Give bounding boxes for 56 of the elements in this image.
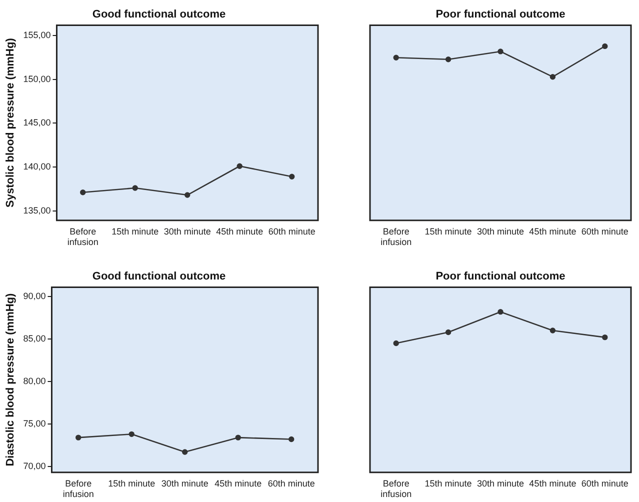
x-tick-label: 15th minute bbox=[424, 226, 472, 236]
x-tick-label: Before infusion bbox=[62, 478, 94, 500]
point bbox=[80, 190, 86, 196]
chart-title: Good functional outcome bbox=[92, 270, 226, 283]
x-tick-label: Before infusion bbox=[67, 226, 98, 248]
x-tick-label: 15th minute bbox=[112, 226, 159, 236]
chart-title: Poor functional outcome bbox=[436, 8, 566, 21]
point bbox=[128, 431, 134, 438]
point bbox=[393, 340, 399, 346]
y-tick-label: 155,00 bbox=[23, 30, 51, 40]
x-tick-label: 15th minute bbox=[108, 478, 156, 488]
point bbox=[182, 449, 188, 455]
point bbox=[445, 329, 452, 336]
y-axis-title: Diastolic blood pressure (mmHg) bbox=[4, 292, 17, 466]
point bbox=[289, 174, 295, 180]
y-tick-label: 150,00 bbox=[23, 74, 51, 84]
point bbox=[550, 328, 556, 334]
x-tick-label: 60th minute bbox=[581, 478, 628, 488]
point bbox=[393, 54, 399, 60]
x-tick-label: 60th minute bbox=[268, 478, 315, 488]
x-tick-label: 45th minute bbox=[529, 478, 576, 488]
point bbox=[445, 56, 452, 62]
x-tick-label: 60th minute bbox=[581, 226, 628, 236]
x-tick-label: Before infusion bbox=[380, 226, 412, 248]
x-tick-label: 45th minute bbox=[214, 478, 262, 488]
y-tick-label: 85,00 bbox=[23, 334, 46, 344]
x-tick-label: 45th minute bbox=[529, 226, 576, 236]
y-tick-label: 135,00 bbox=[23, 205, 51, 216]
y-tick-label: 140,00 bbox=[23, 161, 51, 172]
y-tick-label: 90,00 bbox=[23, 291, 46, 302]
point bbox=[602, 334, 608, 340]
x-tick-label: 45th minute bbox=[216, 226, 264, 236]
point bbox=[498, 308, 504, 315]
x-tick-label: 60th minute bbox=[268, 226, 316, 236]
y-tick-label: 70,00 bbox=[23, 460, 46, 471]
point bbox=[235, 434, 241, 440]
x-tick-label: 30th minute bbox=[476, 226, 524, 236]
point bbox=[498, 48, 504, 54]
point bbox=[288, 436, 294, 442]
point bbox=[132, 185, 138, 191]
point bbox=[184, 192, 190, 198]
x-tick-label: Before infusion bbox=[380, 478, 412, 500]
x-tick-label: 30th minute bbox=[164, 226, 211, 236]
y-tick-label: 75,00 bbox=[23, 418, 46, 428]
y-tick-label: 80,00 bbox=[23, 376, 46, 386]
x-tick-label: 15th minute bbox=[424, 478, 472, 488]
x-tick-label: 30th minute bbox=[161, 478, 208, 488]
point bbox=[76, 434, 82, 440]
chart-title: Poor functional outcome bbox=[436, 270, 566, 283]
y-tick-label: 145,00 bbox=[23, 118, 51, 128]
chart-title: Good functional outcome bbox=[92, 8, 226, 21]
y-axis-title: Systolic blood pressure (mmHg) bbox=[4, 38, 17, 208]
point bbox=[602, 43, 608, 50]
point bbox=[550, 74, 556, 80]
x-tick-label: 30th minute bbox=[476, 478, 524, 488]
point bbox=[236, 163, 242, 169]
